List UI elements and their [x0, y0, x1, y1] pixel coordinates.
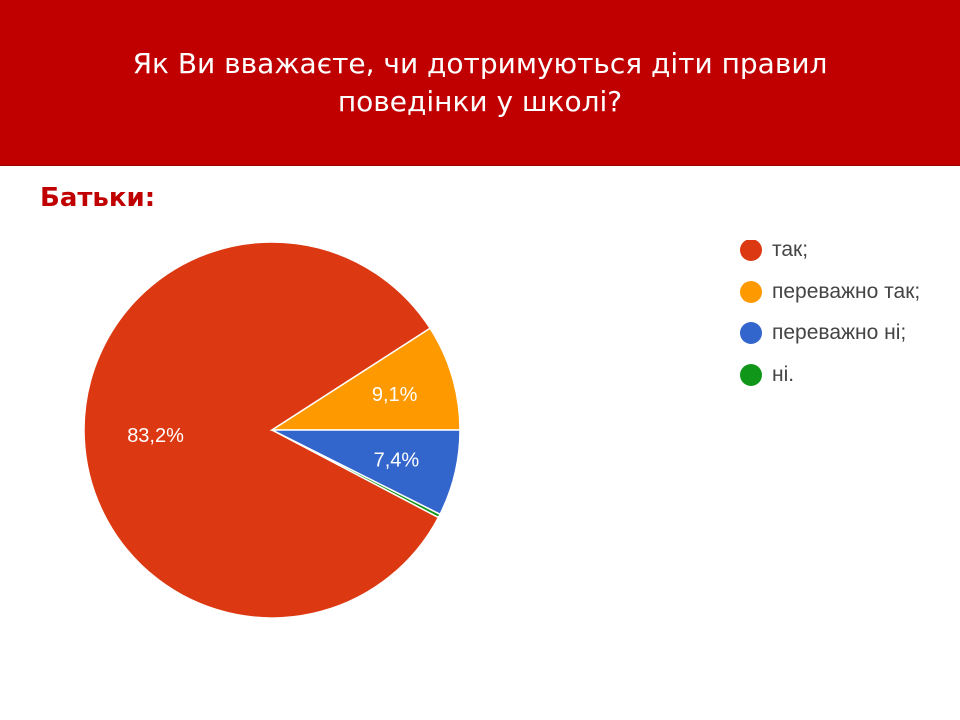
pie-data-label-0: 83,2% — [127, 425, 184, 447]
legend-item: переважно так; — [740, 279, 936, 303]
legend-swatch — [740, 280, 762, 303]
pie-data-label-2: 7,4% — [374, 449, 420, 471]
legend-label: переважно ні; — [772, 321, 907, 344]
legend-swatch — [740, 240, 762, 261]
pie-slice-0 — [83, 241, 440, 619]
chart-legend: так; переважно так; переважно ні; ні. — [740, 240, 936, 406]
pie-slice-3 — [271, 429, 442, 519]
legend-swatch — [740, 322, 762, 344]
legend-label: так; — [772, 240, 809, 261]
legend-item: ні. — [740, 362, 936, 386]
legend-item: переважно ні; — [740, 321, 936, 344]
pie-data-label-1: 9,1% — [372, 384, 418, 406]
title-banner: Як Ви вважаєте, чи дотримуються діти пра… — [0, 0, 960, 166]
legend-item: так; — [740, 240, 936, 261]
legend-label: переважно так; — [772, 279, 921, 303]
section-label: Батьки: — [40, 183, 156, 213]
legend-label: ні. — [772, 362, 795, 386]
pie-slice-1 — [269, 327, 461, 431]
slide-title: Як Ви вважаєте, чи дотримуються діти пра… — [132, 46, 828, 118]
legend-swatch — [740, 363, 762, 386]
